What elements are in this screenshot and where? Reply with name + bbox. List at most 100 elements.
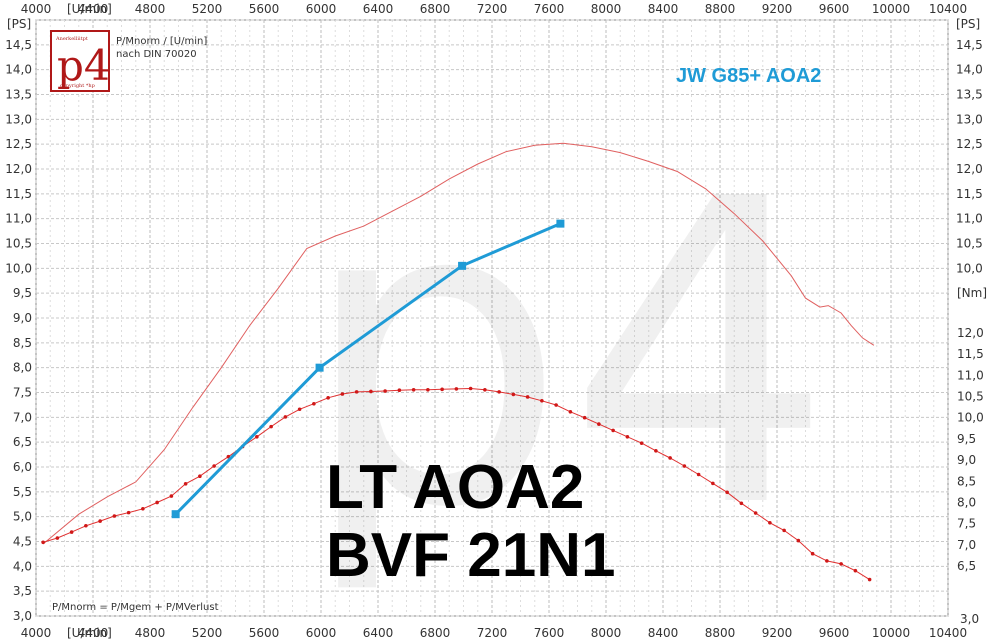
x-tick-bottom: 6000: [306, 626, 337, 640]
torque-point: [568, 409, 573, 414]
torque-point: [41, 540, 45, 545]
y-tick-left: 8,0: [13, 361, 32, 375]
torque-point: [497, 390, 501, 394]
torque-point: [853, 568, 858, 573]
top-x-unit-label: [U/min]: [67, 2, 112, 16]
torque-point: [825, 559, 829, 563]
x-tick-bottom: 7200: [477, 626, 508, 640]
torque-point: [682, 464, 687, 468]
torque-point: [440, 387, 444, 392]
torque-point: [540, 398, 544, 403]
x-tick-bottom: 10000: [872, 626, 910, 640]
torque-point: [426, 387, 430, 392]
torque-point: [183, 482, 188, 486]
y-tick-left: 8,5: [13, 336, 32, 350]
y-tick-right: 12,0: [956, 162, 983, 176]
logo-small-top: Anerkelliitpt: [55, 36, 88, 42]
y-tick-left: 6,0: [13, 460, 32, 474]
y-tick-right-bottom: 3,0: [960, 612, 979, 626]
torque-point: [98, 519, 102, 523]
x-tick-top: 9200: [762, 2, 793, 16]
torque-point: [112, 514, 117, 518]
formula-note: P/Mnorm = P/Mgem + P/MVerlust: [52, 602, 219, 613]
torque-unit-label: [Nm]: [957, 286, 987, 300]
x-tick-bottom: 4000: [21, 626, 52, 640]
x-tick-top: 4800: [135, 2, 166, 16]
torque-tick: 8,5: [957, 474, 976, 488]
y-tick-right: 11,5: [956, 187, 983, 201]
x-tick-bottom: 7600: [534, 626, 565, 640]
torque-tick: 10,5: [957, 390, 984, 404]
torque-point: [739, 501, 744, 506]
torque-tick: 6,5: [957, 559, 976, 573]
x-tick-bottom: 10400: [929, 626, 967, 640]
torque-point: [511, 392, 516, 397]
y-tick-left: 6,5: [13, 435, 32, 449]
torque-point: [169, 494, 174, 498]
y-tick-left: 14,0: [5, 63, 32, 77]
y-tick-left: 14,5: [5, 38, 32, 52]
y-tick-right: 12,5: [956, 137, 983, 151]
torque-point: [782, 528, 786, 533]
torque-point: [668, 456, 672, 460]
jw-point: [556, 219, 565, 228]
plot-lines: [41, 142, 875, 582]
y-tick-right: 13,5: [956, 88, 983, 102]
torque-point: [212, 464, 216, 468]
y-tick-left: 13,5: [5, 88, 32, 102]
x-tick-top: 4400: [78, 2, 109, 16]
torque-point: [654, 448, 658, 453]
x-tick-top: 5200: [192, 2, 223, 16]
y-tick-left: 4,0: [13, 559, 32, 573]
y-tick-left: 3,5: [13, 584, 32, 598]
y-tick-right: 11,0: [956, 212, 983, 226]
torque-point: [269, 424, 273, 429]
torque-point: [867, 577, 872, 582]
torque-tick: 9,0: [957, 453, 976, 467]
series-line-power: [42, 142, 875, 545]
p4-logo: Anerkelliitpt p4 copyright *hp: [50, 30, 111, 92]
bottom-x-unit-label: [U/min]: [67, 626, 112, 640]
logo-text: p4: [57, 41, 111, 90]
torque-tick: 10,0: [957, 411, 984, 425]
y-tick-right: 13,0: [956, 112, 983, 126]
x-tick-bottom: 6400: [363, 626, 394, 640]
torque-point: [696, 472, 701, 477]
y-tick-left: 11,0: [5, 212, 32, 226]
norm-line-1: P/Mnorm / [U/min]: [116, 36, 207, 47]
torque-point: [625, 434, 630, 439]
torque-point: [297, 407, 302, 412]
x-tick-top: 7600: [534, 2, 565, 16]
torque-point: [55, 536, 60, 540]
y-tick-left: 9,5: [13, 286, 32, 300]
torque-point: [312, 401, 316, 406]
torque-point: [126, 510, 131, 515]
torque-point: [283, 415, 288, 419]
y-tick-left: 12,5: [5, 137, 32, 151]
torque-point: [411, 387, 416, 392]
big-label-line-2: BVF 21N1: [326, 521, 615, 590]
norm-line-2: nach DIN 70020: [116, 49, 197, 60]
x-tick-top: 10000: [872, 2, 910, 16]
x-tick-bottom: 9600: [819, 626, 850, 640]
y-tick-right: 14,5: [956, 38, 983, 52]
axis-ticks: 4000 4000 4400 4400 4800 4800 5200 5200 5600 5600…: [5, 2, 983, 640]
torque-point: [639, 441, 644, 445]
torque-point: [397, 388, 402, 392]
left-y-unit-label: [PS]: [7, 17, 31, 31]
torque-point: [711, 481, 715, 486]
y-tick-left: 10,0: [5, 261, 32, 275]
torque-point: [810, 551, 815, 556]
x-tick-bottom: 4800: [135, 626, 166, 640]
torque-point: [525, 395, 530, 399]
series-label-jw: JW G85+ AOA2: [676, 65, 821, 87]
x-tick-top: 6000: [306, 2, 337, 16]
x-tick-bottom: 6800: [420, 626, 451, 640]
torque-tick: 9,5: [957, 432, 976, 446]
x-tick-top: 4000: [21, 2, 52, 16]
torque-point: [84, 523, 88, 528]
y-tick-right: 10,5: [956, 237, 983, 251]
torque-tick: 8,0: [957, 495, 976, 509]
big-label-line-1: LT AOA2: [326, 453, 584, 522]
